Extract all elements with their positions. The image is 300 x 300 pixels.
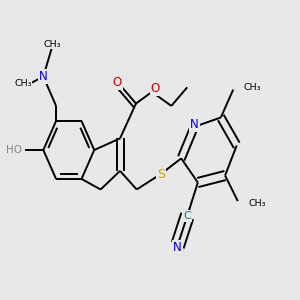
Text: O: O (151, 82, 160, 95)
Text: CH₃: CH₃ (244, 83, 261, 92)
Text: S: S (157, 168, 165, 181)
Text: O: O (112, 76, 122, 89)
Text: CH₃: CH₃ (248, 199, 266, 208)
Text: CH₃: CH₃ (43, 40, 61, 49)
Text: N: N (190, 118, 199, 131)
Text: CH₃: CH₃ (14, 79, 32, 88)
Text: HO: HO (6, 145, 22, 155)
Text: N: N (173, 241, 182, 254)
Text: N: N (39, 70, 48, 83)
Text: C: C (183, 211, 191, 221)
